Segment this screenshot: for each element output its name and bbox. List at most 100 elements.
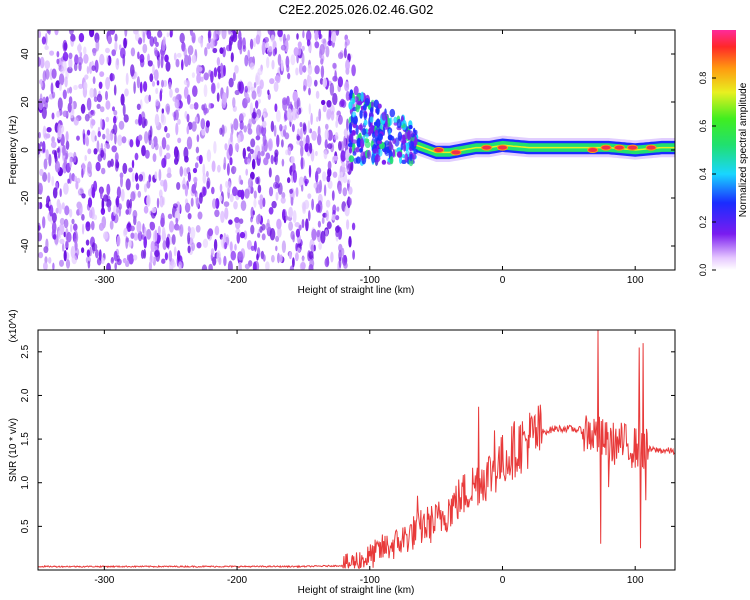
noise-blob: [124, 30, 128, 37]
noise-blob: [335, 30, 340, 36]
noise-blob: [77, 189, 81, 196]
noise-blob: [89, 87, 94, 98]
noise-blob: [269, 228, 276, 241]
noise-blob: [291, 107, 298, 121]
noise-blob: [141, 145, 146, 157]
noise-blob: [128, 239, 132, 248]
noise-blob: [93, 148, 98, 155]
noise-blob: [249, 38, 254, 50]
noise-blob: [341, 162, 346, 168]
noise-blob: [292, 169, 297, 183]
noise-blob: [42, 140, 46, 153]
noise-blob: [277, 30, 283, 38]
noise-blob: [83, 53, 89, 64]
spectral-hotspot: [600, 144, 612, 151]
noise-blob: [124, 88, 129, 97]
noise-blob: [40, 81, 43, 88]
noise-blob: [223, 201, 230, 208]
onset-blob: [355, 103, 360, 113]
noise-blob: [183, 86, 189, 99]
noise-blob: [262, 197, 266, 208]
noise-blob: [113, 115, 117, 124]
noise-blob: [138, 174, 144, 182]
noise-blob: [329, 82, 335, 96]
noise-blob: [338, 141, 342, 151]
noise-blob: [227, 260, 233, 270]
noise-blob: [327, 167, 332, 178]
noise-blob: [113, 205, 116, 217]
noise-blob: [151, 139, 155, 150]
noise-blob: [233, 72, 236, 82]
noise-blob: [68, 30, 74, 35]
noise-blob: [253, 82, 257, 88]
noise-blob: [264, 42, 270, 49]
noise-blob: [246, 240, 252, 250]
noise-blob: [275, 72, 281, 84]
noise-blob: [233, 200, 238, 210]
noise-blob: [100, 207, 106, 215]
noise-blob: [52, 234, 57, 240]
noise-blob: [265, 261, 270, 270]
noise-blob: [230, 131, 233, 143]
noise-blob: [107, 160, 112, 168]
noise-blob: [259, 198, 264, 210]
noise-blob: [73, 175, 78, 182]
noise-blob: [306, 75, 312, 88]
noise-blob: [143, 236, 147, 249]
noise-blob: [183, 47, 187, 58]
noise-blob: [226, 163, 230, 176]
noise-blob: [253, 240, 257, 252]
x-tick-label: -100: [360, 575, 380, 586]
noise-blob: [183, 79, 188, 85]
noise-blob: [130, 47, 136, 57]
noise-blob: [86, 66, 90, 75]
noise-blob: [196, 134, 200, 143]
noise-blob: [105, 54, 109, 64]
onset-blob: [367, 149, 371, 160]
noise-blob: [324, 229, 329, 237]
noise-blob: [244, 85, 249, 93]
noise-blob: [47, 172, 51, 184]
noise-blob: [144, 149, 150, 159]
noise-blob: [106, 262, 111, 270]
noise-blob: [91, 119, 96, 126]
noise-blob: [349, 161, 353, 171]
noise-blob: [281, 158, 285, 167]
noise-blob: [175, 217, 179, 225]
noise-blob: [285, 215, 289, 221]
noise-blob: [128, 167, 133, 173]
spectral-hotspot: [497, 144, 508, 151]
noise-blob: [125, 72, 129, 85]
noise-blob: [78, 32, 85, 43]
noise-blob: [63, 182, 69, 195]
noise-blob: [210, 248, 215, 256]
noise-blob: [310, 244, 315, 254]
noise-blob: [154, 49, 159, 57]
noise-blob: [314, 41, 320, 49]
onset-blob: [381, 111, 387, 121]
noise-blob: [348, 197, 352, 206]
noise-blob: [65, 259, 71, 269]
noise-blob: [256, 253, 259, 261]
noise-blob: [182, 183, 186, 190]
noise-blob: [320, 58, 324, 65]
noise-blob: [160, 217, 165, 228]
noise-blob: [38, 97, 44, 111]
noise-blob: [327, 160, 332, 170]
noise-blob: [157, 56, 161, 69]
noise-blob: [300, 145, 304, 157]
noise-blob: [288, 206, 293, 218]
noise-blob: [299, 121, 303, 128]
onset-blob: [364, 98, 370, 107]
noise-blob: [116, 186, 121, 199]
noise-blob: [85, 221, 90, 228]
noise-blob: [186, 113, 190, 123]
noise-blob: [99, 53, 105, 66]
noise-blob: [100, 257, 105, 265]
noise-blob: [155, 99, 159, 107]
noise-blob: [201, 264, 208, 270]
noise-blob: [340, 150, 347, 162]
noise-blob: [73, 151, 77, 163]
noise-blob: [156, 80, 160, 86]
noise-blob: [114, 152, 119, 162]
